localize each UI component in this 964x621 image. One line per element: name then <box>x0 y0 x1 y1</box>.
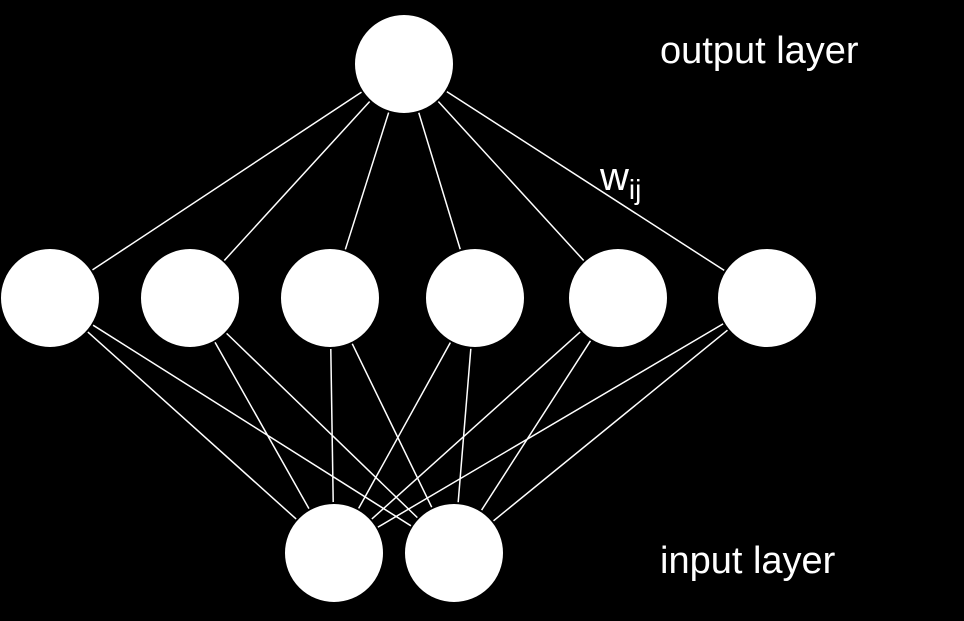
network-edge <box>226 333 418 519</box>
input-layer-label: input layer <box>660 540 835 583</box>
output-layer-label: output layer <box>660 30 859 73</box>
network-edge <box>92 325 411 527</box>
network-edge <box>87 331 297 519</box>
network-edge <box>446 91 725 271</box>
network-edge <box>92 92 363 271</box>
network-node <box>284 503 384 603</box>
weight-label-main: w <box>600 155 629 199</box>
neural-network-diagram <box>0 0 964 621</box>
network-node <box>280 248 380 348</box>
network-edge <box>224 101 371 261</box>
network-edge <box>352 343 432 508</box>
network-node <box>717 248 817 348</box>
network-edge <box>331 348 333 503</box>
network-edge <box>377 323 724 527</box>
network-node <box>425 248 525 348</box>
weight-label: wij <box>600 155 641 206</box>
network-node <box>0 248 100 348</box>
network-edge <box>493 330 728 522</box>
network-node <box>354 14 454 114</box>
network-edge <box>438 101 585 261</box>
network-node <box>404 503 504 603</box>
network-edge <box>419 112 461 250</box>
network-node <box>140 248 240 348</box>
network-edge <box>345 112 389 251</box>
network-edge <box>458 348 471 503</box>
weight-label-subscript: ij <box>629 174 641 205</box>
network-edge <box>358 342 451 509</box>
network-node <box>568 248 668 348</box>
